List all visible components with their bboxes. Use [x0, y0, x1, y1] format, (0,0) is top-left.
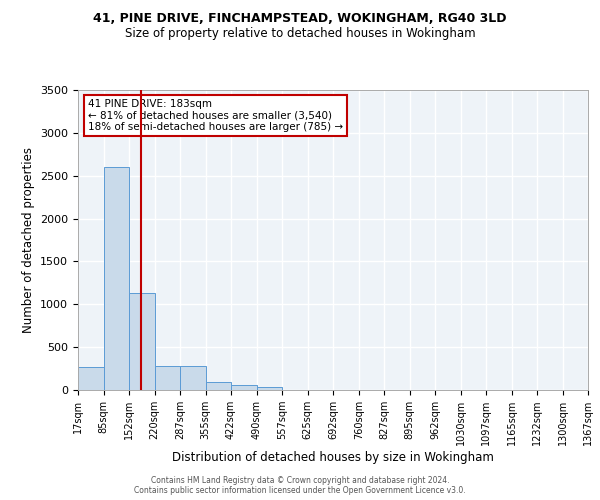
Text: 41, PINE DRIVE, FINCHAMPSTEAD, WOKINGHAM, RG40 3LD: 41, PINE DRIVE, FINCHAMPSTEAD, WOKINGHAM… — [93, 12, 507, 26]
Bar — [155, 366, 180, 390]
Y-axis label: Number of detached properties: Number of detached properties — [22, 147, 35, 333]
Bar — [104, 167, 129, 390]
X-axis label: Distribution of detached houses by size in Wokingham: Distribution of detached houses by size … — [172, 451, 494, 464]
Bar — [78, 367, 104, 390]
Bar — [257, 387, 282, 390]
Text: Size of property relative to detached houses in Wokingham: Size of property relative to detached ho… — [125, 28, 475, 40]
Text: Contains HM Land Registry data © Crown copyright and database right 2024.
Contai: Contains HM Land Registry data © Crown c… — [134, 476, 466, 495]
Bar — [129, 293, 155, 390]
Bar — [231, 385, 257, 390]
Bar — [206, 382, 231, 390]
Bar — [180, 366, 206, 390]
Text: 41 PINE DRIVE: 183sqm
← 81% of detached houses are smaller (3,540)
18% of semi-d: 41 PINE DRIVE: 183sqm ← 81% of detached … — [88, 99, 343, 132]
